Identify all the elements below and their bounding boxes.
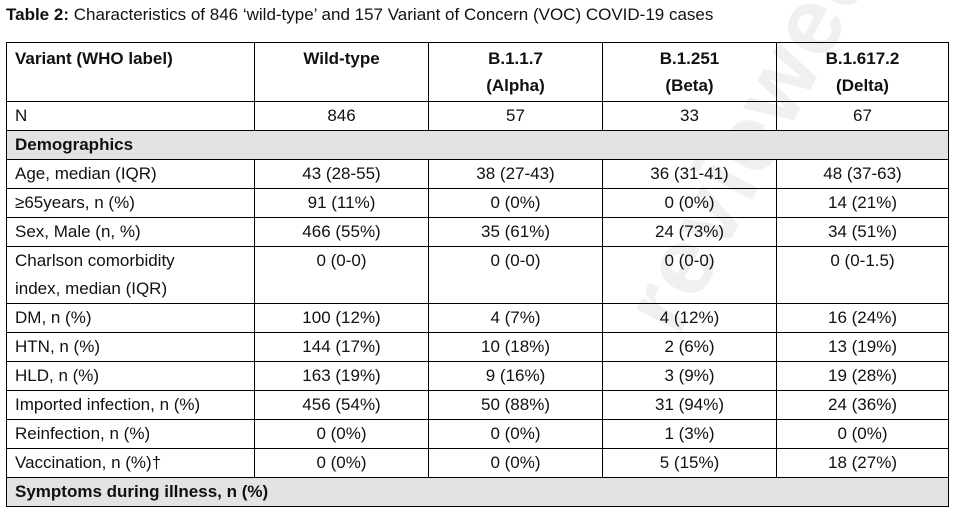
cell-wild-type: 144 (17%) bbox=[254, 332, 429, 362]
cell-wild-type: 456 (54%) bbox=[254, 390, 429, 420]
header-variant: Variant (WHO label) bbox=[6, 42, 255, 102]
caption-label: Table 2: bbox=[6, 5, 69, 24]
cell-beta: 2 (6%) bbox=[602, 332, 777, 362]
row-label: N bbox=[6, 101, 255, 131]
characteristics-table: Variant (WHO label) Wild-type B.1.1.7 (A… bbox=[6, 42, 949, 507]
cell-alpha: 10 (18%) bbox=[428, 332, 603, 362]
cell-delta: 48 (37-63) bbox=[776, 159, 949, 189]
table-row: Imported infection, n (%) 456 (54%) 50 (88… bbox=[6, 390, 949, 420]
row-label: Age, median (IQR) bbox=[6, 159, 255, 189]
cell-wild-type: 163 (19%) bbox=[254, 361, 429, 391]
row-label: Imported infection, n (%) bbox=[6, 390, 255, 420]
table-row: HTN, n (%) 144 (17%) 10 (18%) 2 (6%) 13 (19%… bbox=[6, 332, 949, 362]
header-beta: B.1.251 (Beta) bbox=[602, 42, 777, 102]
table-row: Vaccination, n (%)† 0 (0%) 0 (0%) 5 (15%) 18… bbox=[6, 448, 949, 478]
table-row: Charlson comorbidity index, median (IQR)… bbox=[6, 246, 949, 304]
section-row-symptoms: Symptoms during illness, n (%) bbox=[6, 477, 949, 507]
cell-wild-type: 43 (28-55) bbox=[254, 159, 429, 189]
cell-delta: 19 (28%) bbox=[776, 361, 949, 391]
row-label: DM, n (%) bbox=[6, 303, 255, 333]
table-row-n: N 846 57 33 67 bbox=[6, 101, 949, 131]
cell-beta: 24 (73%) bbox=[602, 217, 777, 247]
table-caption: Table 2: Characteristics of 846 ‘wild-ty… bbox=[6, 4, 713, 26]
header-wild-type: Wild-type bbox=[254, 42, 429, 102]
table-row: ≥65years, n (%) 91 (11%) 0 (0%) 0 (0%) 14 (2… bbox=[6, 188, 949, 218]
row-label: Reinfection, n (%) bbox=[6, 419, 255, 449]
row-label: Charlson comorbidity index, median (IQR) bbox=[6, 246, 255, 304]
cell-wild-type: 0 (0%) bbox=[254, 419, 429, 449]
cell-delta: 14 (21%) bbox=[776, 188, 949, 218]
cell-alpha: 0 (0%) bbox=[428, 448, 603, 478]
cell-alpha: 57 bbox=[428, 101, 603, 131]
cell-delta: 16 (24%) bbox=[776, 303, 949, 333]
cell-delta: 24 (36%) bbox=[776, 390, 949, 420]
header-delta: B.1.617.2 (Delta) bbox=[776, 42, 949, 102]
row-label: Sex, Male (n, %) bbox=[6, 217, 255, 247]
section-heading-symptoms: Symptoms during illness, n (%) bbox=[6, 477, 949, 507]
cell-beta: 36 (31-41) bbox=[602, 159, 777, 189]
cell-alpha: 4 (7%) bbox=[428, 303, 603, 333]
table-row: HLD, n (%) 163 (19%) 9 (16%) 3 (9%) 19 (28%) bbox=[6, 361, 949, 391]
table-row: DM, n (%) 100 (12%) 4 (7%) 4 (12%) 16 (24%) bbox=[6, 303, 949, 333]
cell-alpha: 50 (88%) bbox=[428, 390, 603, 420]
cell-beta: 33 bbox=[602, 101, 777, 131]
cell-beta: 4 (12%) bbox=[602, 303, 777, 333]
cell-beta: 1 (3%) bbox=[602, 419, 777, 449]
table-row: Reinfection, n (%) 0 (0%) 0 (0%) 1 (3%) 0 (0… bbox=[6, 419, 949, 449]
table-row: Age, median (IQR) 43 (28-55) 38 (27-43) 36 … bbox=[6, 159, 949, 189]
cell-delta: 18 (27%) bbox=[776, 448, 949, 478]
cell-delta: 0 (0-1.5) bbox=[776, 246, 949, 304]
row-label: HTN, n (%) bbox=[6, 332, 255, 362]
cell-beta: 31 (94%) bbox=[602, 390, 777, 420]
caption-text: Characteristics of 846 ‘wild-type’ and 1… bbox=[68, 5, 714, 24]
header-alpha: B.1.1.7 (Alpha) bbox=[428, 42, 603, 102]
section-row-demographics: Demographics bbox=[6, 130, 949, 160]
cell-wild-type: 846 bbox=[254, 101, 429, 131]
cell-delta: 67 bbox=[776, 101, 949, 131]
row-label: ≥65years, n (%) bbox=[6, 188, 255, 218]
cell-wild-type: 0 (0-0) bbox=[254, 246, 429, 304]
cell-wild-type: 0 (0%) bbox=[254, 448, 429, 478]
section-heading-demographics: Demographics bbox=[6, 130, 949, 160]
cell-beta: 5 (15%) bbox=[602, 448, 777, 478]
cell-beta: 0 (0%) bbox=[602, 188, 777, 218]
cell-wild-type: 466 (55%) bbox=[254, 217, 429, 247]
table-row: Sex, Male (n, %) 466 (55%) 35 (61%) 24 (73%… bbox=[6, 217, 949, 247]
row-label: HLD, n (%) bbox=[6, 361, 255, 391]
cell-alpha: 38 (27-43) bbox=[428, 159, 603, 189]
cell-beta: 3 (9%) bbox=[602, 361, 777, 391]
cell-alpha: 0 (0-0) bbox=[428, 246, 603, 304]
cell-delta: 34 (51%) bbox=[776, 217, 949, 247]
cell-alpha: 0 (0%) bbox=[428, 419, 603, 449]
cell-wild-type: 100 (12%) bbox=[254, 303, 429, 333]
cell-alpha: 9 (16%) bbox=[428, 361, 603, 391]
cell-alpha: 0 (0%) bbox=[428, 188, 603, 218]
cell-delta: 0 (0%) bbox=[776, 419, 949, 449]
cell-delta: 13 (19%) bbox=[776, 332, 949, 362]
cell-beta: 0 (0-0) bbox=[602, 246, 777, 304]
table-header-row: Variant (WHO label) Wild-type B.1.1.7 (A… bbox=[6, 42, 949, 102]
cell-alpha: 35 (61%) bbox=[428, 217, 603, 247]
row-label: Vaccination, n (%)† bbox=[6, 448, 255, 478]
cell-wild-type: 91 (11%) bbox=[254, 188, 429, 218]
